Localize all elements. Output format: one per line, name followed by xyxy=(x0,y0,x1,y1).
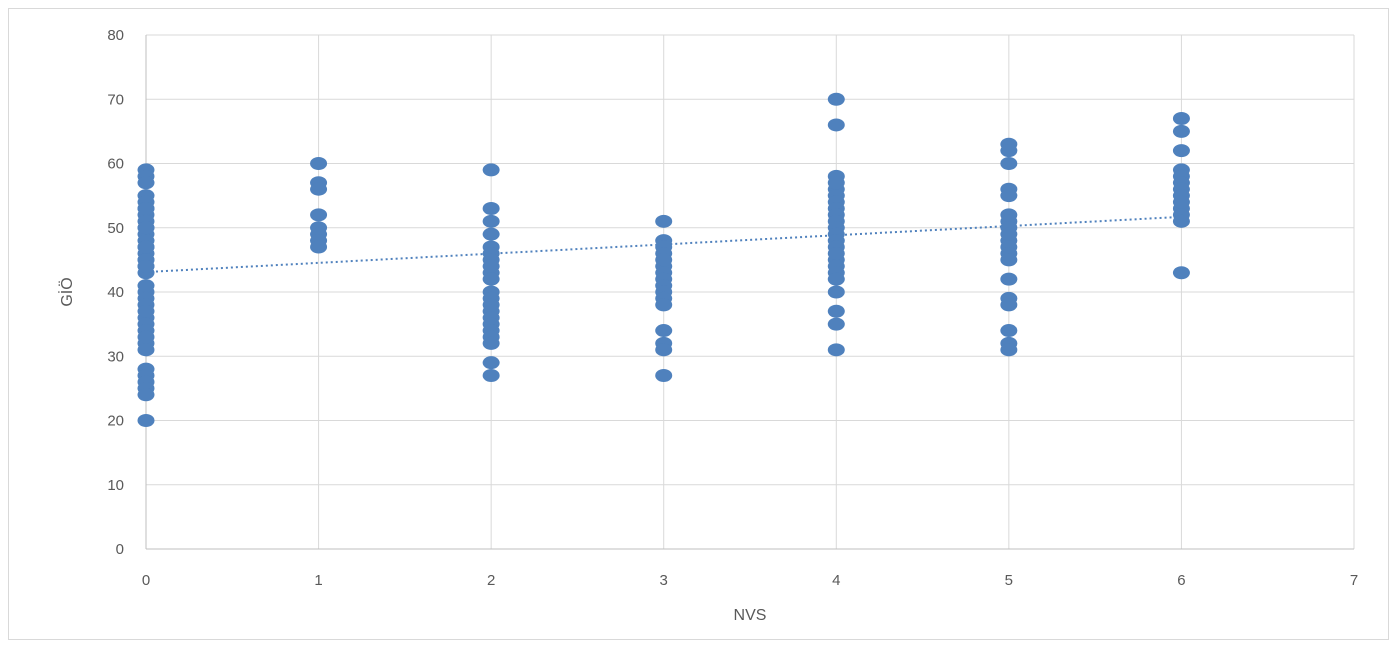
y-tick-label: 50 xyxy=(107,220,124,237)
y-tick-label: 20 xyxy=(107,413,124,430)
data-point xyxy=(827,92,845,106)
x-tick-label: 1 xyxy=(314,572,322,589)
data-point xyxy=(1172,266,1190,280)
y-axis-title: GİÖ xyxy=(57,277,76,306)
data-points xyxy=(137,92,1190,427)
x-tick-label: 4 xyxy=(832,572,840,589)
data-point xyxy=(137,221,155,235)
data-point xyxy=(310,208,328,222)
data-point xyxy=(655,298,673,312)
data-point xyxy=(1172,195,1190,209)
data-point xyxy=(1172,112,1190,126)
data-point xyxy=(1000,157,1018,170)
y-tick-label: 60 xyxy=(107,156,124,173)
data-point xyxy=(1000,324,1018,338)
x-axis-title: NVS xyxy=(734,607,767,624)
data-point xyxy=(137,279,155,293)
data-point xyxy=(827,304,845,318)
data-point xyxy=(655,253,673,267)
data-point xyxy=(827,285,845,299)
data-point xyxy=(655,343,673,357)
data-point xyxy=(482,214,500,228)
data-point xyxy=(137,240,155,254)
data-point xyxy=(655,324,673,338)
data-point xyxy=(482,201,500,215)
data-point xyxy=(310,182,328,196)
data-point xyxy=(482,336,500,350)
data-point xyxy=(1000,298,1018,312)
data-point xyxy=(1000,253,1018,267)
data-point xyxy=(137,388,155,402)
data-point xyxy=(827,272,845,286)
data-point xyxy=(1000,272,1018,286)
y-tick-label: 40 xyxy=(107,284,124,301)
y-tick-label: 70 xyxy=(107,91,124,108)
grid-lines xyxy=(146,34,1355,549)
x-tick-label: 5 xyxy=(1005,572,1013,589)
data-point xyxy=(827,176,845,190)
chart-frame xyxy=(8,8,1389,640)
x-tick-label: 3 xyxy=(660,572,668,589)
y-tick-label: 80 xyxy=(107,27,124,44)
data-point xyxy=(137,330,155,344)
data-point xyxy=(482,356,500,370)
y-tick-label: 0 xyxy=(116,541,124,558)
data-point xyxy=(1172,214,1190,228)
data-point xyxy=(310,240,328,254)
data-point xyxy=(827,317,845,331)
data-point xyxy=(827,343,845,357)
x-tick-label: 0 xyxy=(142,572,150,589)
data-point xyxy=(137,414,155,427)
data-point xyxy=(1000,227,1018,241)
data-point xyxy=(137,259,155,273)
data-point xyxy=(1000,343,1018,357)
y-tick-label: 30 xyxy=(107,348,124,365)
data-point xyxy=(655,214,673,228)
data-point xyxy=(482,227,500,241)
data-point xyxy=(1172,144,1190,158)
data-point xyxy=(137,176,155,190)
data-point xyxy=(482,259,500,273)
data-point xyxy=(482,272,500,286)
data-point xyxy=(482,163,500,177)
data-point xyxy=(1000,144,1018,158)
x-tick-label: 6 xyxy=(1177,572,1185,589)
data-point xyxy=(137,343,155,357)
x-tick-label: 7 xyxy=(1350,572,1358,589)
data-point xyxy=(1000,189,1018,203)
data-point xyxy=(137,304,155,318)
x-tick-label: 2 xyxy=(487,572,495,589)
y-tick-label: 10 xyxy=(107,477,124,494)
data-point xyxy=(482,369,500,383)
data-point xyxy=(137,201,155,215)
data-point xyxy=(827,118,845,132)
data-point xyxy=(655,369,673,383)
tick-labels: 0 10 20 30 40 50 60 70 80 0 1 2 3 4 5 6 7 xyxy=(107,27,1358,589)
data-point xyxy=(1172,124,1190,138)
data-point xyxy=(827,246,845,260)
data-point xyxy=(310,157,328,170)
